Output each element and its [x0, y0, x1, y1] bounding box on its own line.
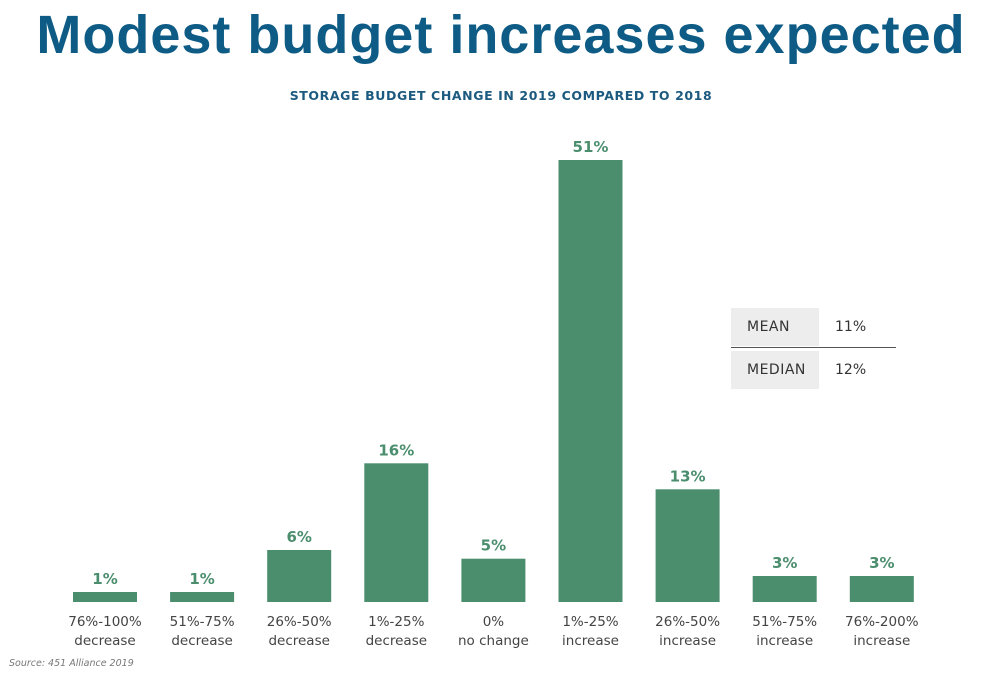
bar-7: [655, 489, 720, 602]
category-label: 51%-75%: [752, 614, 817, 630]
median-value: 12%: [835, 362, 867, 378]
bar-value-label: 3%: [772, 554, 797, 572]
median-label: MEDIAN: [731, 351, 819, 389]
bar-value-label: 1%: [189, 570, 214, 588]
stats-divider: [731, 347, 896, 348]
category-label: 26%-50%: [655, 614, 720, 630]
bar-1: [73, 592, 137, 602]
category-label: 76%-100%: [68, 614, 142, 630]
bar-6: [558, 160, 623, 602]
bar-2: [170, 592, 235, 602]
chart-title: STORAGE BUDGET CHANGE IN 2019 COMPARED T…: [289, 88, 713, 103]
category-label: increase: [659, 633, 716, 649]
bar-9: [849, 576, 914, 602]
category-label: increase: [853, 633, 910, 649]
source-note: Source: 451 Alliance 2019: [9, 658, 134, 669]
bar-value-label: 3%: [869, 554, 894, 572]
bar-4: [364, 463, 429, 602]
page-title: Modest budget increases expected: [36, 5, 966, 65]
bar-5: [461, 558, 526, 602]
bar-value-label: 1%: [92, 570, 117, 588]
bar-value-label: 51%: [573, 138, 609, 156]
category-label: no change: [458, 633, 529, 649]
category-label: 51%-75%: [170, 614, 235, 630]
bar-value-label: 5%: [481, 537, 506, 555]
category-label: decrease: [268, 633, 329, 649]
category-label: 76%-200%: [845, 614, 919, 630]
category-label: 1%-25%: [368, 614, 424, 630]
median-row: MEDIAN 12%: [731, 351, 896, 389]
category-label: 1%-25%: [562, 614, 618, 630]
summary-stats-table: MEAN 11% MEDIAN 12%: [731, 308, 896, 389]
bar-value-label: 16%: [378, 441, 414, 459]
category-label: 0%: [483, 614, 505, 630]
bar-value-label: 13%: [670, 467, 706, 485]
category-label: decrease: [74, 633, 135, 649]
mean-row: MEAN 11%: [731, 308, 896, 346]
mean-value: 11%: [835, 319, 867, 335]
category-label: decrease: [171, 633, 232, 649]
bar-3: [267, 550, 332, 602]
mean-label: MEAN: [731, 308, 819, 346]
category-label: decrease: [366, 633, 427, 649]
category-label: increase: [562, 633, 619, 649]
category-label: increase: [756, 633, 813, 649]
category-label: 26%-50%: [267, 614, 332, 630]
bar-value-label: 6%: [286, 528, 311, 546]
bar-8: [752, 576, 817, 602]
